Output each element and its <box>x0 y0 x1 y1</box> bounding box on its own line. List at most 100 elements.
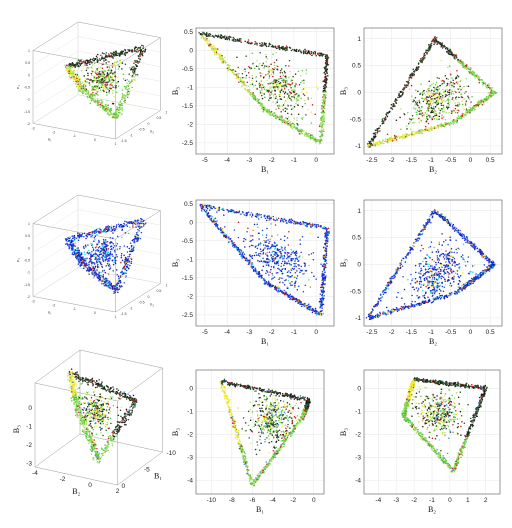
scatter3d-point <box>91 412 94 415</box>
scatter-point <box>317 140 320 143</box>
scatter-point <box>268 75 271 77</box>
scatter-point <box>250 91 253 93</box>
scatter3d-point <box>91 381 94 383</box>
cube-edge <box>32 21 79 51</box>
scatter-point <box>251 41 253 44</box>
scatter-point <box>211 35 213 37</box>
scatter3d-point <box>100 230 102 232</box>
scatter3d-point <box>119 101 122 103</box>
scatter3d-point <box>74 82 77 85</box>
x-tick-label: -1 <box>73 307 76 311</box>
scatter-point <box>264 106 266 109</box>
scatter3d-point <box>108 280 111 283</box>
scatter3d-point <box>116 235 119 238</box>
z-tick-label: -2 <box>27 122 30 126</box>
scatter-point <box>458 84 460 86</box>
scatter3d-point <box>116 280 118 282</box>
scatter3d-point <box>132 221 135 223</box>
scatter-point <box>260 80 263 82</box>
scatter3d-point <box>113 391 115 393</box>
scatter3d-point <box>92 248 95 250</box>
scatter3d-point <box>121 98 123 101</box>
scatter-point <box>265 45 268 48</box>
scatter3d-point <box>123 391 126 393</box>
scatter3d-point <box>96 402 99 404</box>
scatter-point <box>284 84 287 87</box>
scatter3d-point <box>100 279 102 282</box>
scatter3d-point <box>97 82 100 85</box>
scatter3d-point <box>134 240 137 242</box>
x-axis-label: n₁ <box>48 309 52 314</box>
scatter-point <box>286 108 288 110</box>
scatter3d-point <box>97 396 99 398</box>
scatter3d-point <box>107 285 109 288</box>
scatter3d-point <box>98 271 100 274</box>
scatter3d-point <box>75 408 77 410</box>
scatter-point <box>233 37 235 40</box>
y-tick-label: 0 <box>189 47 193 54</box>
scatter3d-point <box>72 386 75 388</box>
scatter3d-point <box>101 56 103 59</box>
z-tick-label: -1.5 <box>24 283 30 287</box>
scatter3d-point <box>78 90 80 92</box>
scatter3d-point <box>100 275 103 277</box>
scatter-point <box>284 122 287 124</box>
scatter3d-point <box>121 228 124 231</box>
scatter3d-point <box>124 101 126 104</box>
scatter3d-point <box>126 79 128 81</box>
scatter3d-point <box>77 235 79 238</box>
scatter-point <box>299 74 302 77</box>
scatter-point <box>269 82 271 85</box>
scatter3d-point <box>106 226 109 228</box>
scatter-point <box>288 76 290 79</box>
scatter3d-point <box>106 410 108 413</box>
scatter-point <box>411 74 414 77</box>
scatter3d-point <box>116 286 118 289</box>
scatter-point <box>448 93 450 96</box>
scatter3d-point <box>72 381 74 383</box>
scatter-point <box>288 65 290 67</box>
scatter3d-point <box>75 76 78 78</box>
scatter3d-point <box>108 225 111 228</box>
scatter3d-point <box>98 87 101 89</box>
scatter-point <box>288 119 290 121</box>
scatter3d-point <box>118 55 121 57</box>
scatter3d-point <box>132 249 135 251</box>
scatter3d-point <box>116 430 118 432</box>
scatter3d-point <box>123 97 125 99</box>
scatter3d-point <box>95 246 98 248</box>
scatter-point <box>254 95 257 97</box>
scatter3d-point <box>97 101 100 103</box>
scatter-point <box>215 35 217 37</box>
scatter3d-point <box>106 99 108 102</box>
scatter3d-point <box>103 249 106 252</box>
scatter3d-point <box>141 226 143 228</box>
scatter3d-point <box>121 419 123 422</box>
scatter3d-point <box>90 438 93 440</box>
scatter3d-point <box>130 262 132 264</box>
scatter3d-point <box>96 412 98 414</box>
scatter3d-point <box>65 66 67 68</box>
scatter3d-point <box>65 243 67 245</box>
scatter3d-point <box>70 240 73 243</box>
scatter3d-point <box>98 71 101 73</box>
scatter3d-point <box>95 258 98 261</box>
scatter3d-point <box>135 74 137 76</box>
scatter3d-point <box>94 450 96 453</box>
scatter3d-point <box>78 396 81 399</box>
panel-r1c1: 10.50-0.5-1-1.5-2-3-2-101-1.5-1-0.500.51… <box>15 21 168 146</box>
scatter-point <box>327 56 330 59</box>
scatter3d-point <box>124 99 126 101</box>
scatter-point <box>249 42 251 44</box>
scatter3d-point <box>65 239 68 242</box>
scatter3d-point <box>88 432 91 435</box>
scatter3d-point <box>99 413 101 415</box>
scatter3d-point <box>81 233 84 235</box>
scatter3d-point <box>92 383 94 385</box>
scatter3d-point <box>104 248 106 250</box>
z-axis-label: B₃ <box>12 425 21 433</box>
scatter3d-point <box>112 404 115 407</box>
scatter3d-point <box>101 79 104 81</box>
scatter3d-point <box>90 408 92 410</box>
scatter-point <box>325 94 327 96</box>
